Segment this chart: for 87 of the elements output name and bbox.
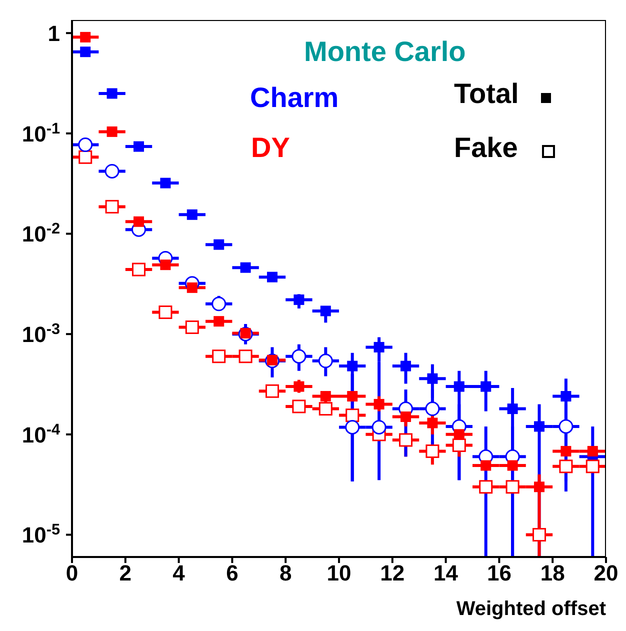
y-tick-label: 10$^{-3}$ <box>22 320 60 348</box>
text: Monte Carlo <box>304 36 466 68</box>
point <box>320 391 331 402</box>
point <box>454 381 464 392</box>
point <box>452 438 466 452</box>
x-tick-label: 6 <box>226 560 238 586</box>
point <box>346 408 360 422</box>
point <box>212 296 226 312</box>
point <box>454 429 464 440</box>
x-tick-label: 4 <box>172 560 186 586</box>
point <box>240 262 251 273</box>
point <box>132 262 146 276</box>
point <box>400 360 411 372</box>
point <box>160 178 171 188</box>
y-tick-label: 10$^{-2}$ <box>22 220 60 247</box>
point <box>560 446 572 456</box>
point <box>507 404 518 414</box>
point <box>106 126 118 137</box>
point <box>347 391 358 402</box>
point <box>586 460 600 474</box>
point <box>214 239 224 250</box>
point <box>106 88 118 99</box>
point <box>534 482 544 492</box>
point <box>427 373 438 384</box>
point <box>479 480 493 494</box>
point <box>238 350 252 364</box>
point <box>506 480 520 494</box>
x-tick-label: 12 <box>380 560 405 586</box>
point <box>480 381 492 392</box>
point <box>214 316 224 327</box>
point <box>78 138 93 152</box>
annotation: Fake <box>454 132 518 164</box>
point <box>267 272 278 282</box>
x-tick-label: 10 <box>326 560 352 586</box>
point <box>78 150 92 164</box>
annotation: DY <box>251 132 290 164</box>
x-tick-label: 2 <box>119 560 132 586</box>
y-tick-label: 10$^{-4}$ <box>22 420 60 448</box>
x-axis-title: Weighted offset <box>456 598 606 620</box>
point <box>134 216 144 227</box>
x-tick-label: 14 <box>434 560 459 586</box>
point <box>587 446 598 456</box>
point <box>318 354 333 368</box>
x-tick-label: 0 <box>66 560 78 586</box>
annotation: Charm <box>250 82 339 114</box>
point <box>212 350 226 364</box>
point <box>507 460 518 471</box>
point <box>345 420 360 434</box>
point <box>294 381 304 392</box>
x-tick-label: 16 <box>486 560 512 586</box>
point <box>292 400 306 414</box>
point <box>427 418 438 428</box>
x-tick-label: 8 <box>279 560 292 586</box>
point <box>399 433 412 447</box>
point <box>425 402 440 416</box>
point <box>266 384 279 398</box>
point <box>400 411 411 422</box>
point <box>480 460 492 471</box>
point <box>374 342 384 352</box>
x-tick-label: 20 <box>594 560 618 586</box>
point <box>426 444 440 458</box>
annotation: Total <box>454 78 519 110</box>
point <box>532 528 546 542</box>
point <box>559 460 573 474</box>
x-tick-label: 18 <box>540 560 565 586</box>
point <box>374 398 384 410</box>
point <box>294 294 304 305</box>
point <box>134 141 144 152</box>
point <box>80 46 91 58</box>
point <box>160 260 171 270</box>
point <box>104 164 120 178</box>
point <box>318 402 332 416</box>
y-tick-label: 10$^{-5}$ <box>22 521 60 548</box>
point <box>105 200 119 214</box>
point <box>158 306 172 320</box>
point <box>186 209 198 220</box>
point <box>372 420 386 434</box>
y-tick-label: 1 <box>48 21 60 46</box>
point <box>320 306 331 316</box>
point <box>292 349 306 364</box>
point <box>347 360 358 372</box>
point <box>560 391 572 402</box>
point <box>558 419 574 434</box>
point <box>185 320 199 334</box>
point <box>534 421 544 432</box>
point <box>80 32 91 42</box>
y-tick-label: 10$^{-1}$ <box>22 120 60 146</box>
